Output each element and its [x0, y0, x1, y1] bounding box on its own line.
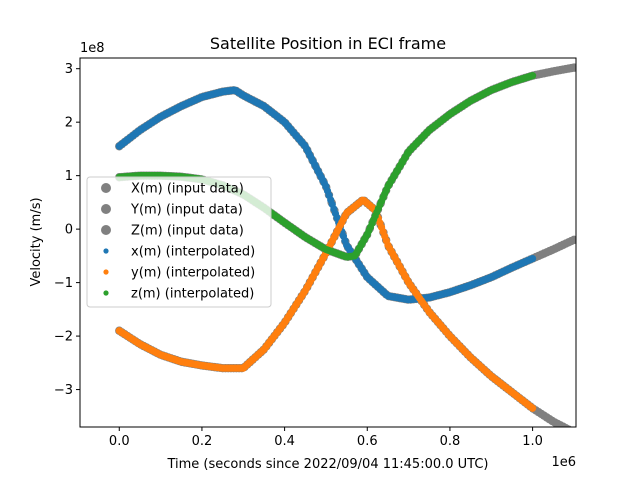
legend-marker: [101, 183, 111, 193]
ticks-layer: 0.0 0.2 0.4 0.6 0.8 1.0 −3 −2 −1 0 1 2 3: [54, 62, 543, 449]
plot-frame: [79, 57, 577, 428]
legend-label: y(m) (interpolated): [131, 266, 255, 281]
legend-marker: [101, 225, 111, 235]
chart-title: Satellite Position in ECI frame: [210, 34, 446, 53]
y-tick-label: 1: [65, 169, 73, 184]
legend-box: [86, 176, 272, 308]
y-tick-label: 2: [65, 116, 73, 131]
interpolated-series-0: [115, 86, 537, 304]
legend-marker: [103, 290, 109, 296]
input-point: [572, 63, 576, 72]
x-tick-label: 0.4: [274, 434, 295, 449]
legend-label: z(m) (interpolated): [131, 287, 254, 302]
x-axis-label: Time (seconds since 2022/09/04 11:45:00.…: [166, 457, 488, 472]
x-tick-label: 0.8: [440, 434, 461, 449]
y-tick-label: −1: [54, 276, 73, 291]
x-tick-label: 0.6: [357, 434, 378, 449]
y-tick-label: 3: [65, 62, 73, 77]
x-multiplier-label: 1e6: [551, 455, 576, 470]
x-tick-label: 1.0: [522, 434, 543, 449]
legend-marker: [101, 204, 111, 214]
legend-marker: [103, 269, 109, 275]
y-axis-label: Velocity (m/s): [29, 197, 44, 286]
input-point: [572, 235, 576, 244]
legend-label: Z(m) (input data): [131, 224, 244, 239]
legend-marker: [103, 248, 109, 254]
x-tick-label: 0.2: [192, 434, 213, 449]
legend: X(m) (input data) Y(m) (input data) Z(m) (…: [86, 176, 272, 308]
y-multiplier-label: 1e8: [80, 41, 105, 56]
interpolated-point: [529, 254, 537, 263]
legend-label: X(m) (input data): [131, 182, 244, 197]
y-tick-label: −3: [54, 383, 73, 398]
interpolated-point: [529, 404, 537, 412]
legend-label: Y(m) (input data): [130, 203, 243, 218]
series-layer: [115, 63, 576, 427]
interpolated-point: [529, 72, 537, 80]
y-tick-label: 0: [65, 223, 73, 238]
y-tick-label: −2: [54, 330, 73, 345]
legend-label: x(m) (interpolated): [131, 245, 255, 260]
x-tick-label: 0.0: [109, 434, 130, 449]
